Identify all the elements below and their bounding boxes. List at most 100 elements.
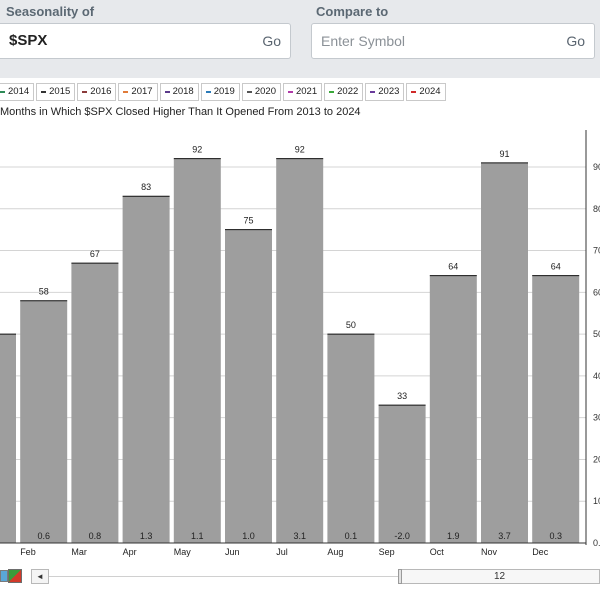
bar-dec[interactable]	[532, 275, 580, 543]
x-tick-label: Oct	[430, 547, 445, 557]
y-tick-label: 80	[593, 204, 600, 214]
y-tick-label: 30	[593, 413, 600, 423]
bar-value-label: 92	[295, 145, 305, 155]
bar-value-label: 64	[448, 262, 458, 272]
legend-item-2014[interactable]: 2014	[0, 83, 35, 101]
bar-value-label: 33	[397, 391, 407, 401]
x-tick-label: Jun	[225, 547, 240, 557]
legend-label: 2022	[337, 86, 359, 97]
legend-item-2019[interactable]: 2019	[200, 83, 240, 101]
legend-item-2018[interactable]: 2018	[159, 83, 199, 101]
x-tick-label: Nov	[481, 547, 498, 557]
bar-value-label: 91	[499, 149, 509, 159]
compare-field[interactable]: Enter Symbol Go	[311, 23, 595, 59]
y-tick-label: 20	[593, 454, 600, 464]
legend-swatch-icon	[82, 91, 88, 93]
bar-jul[interactable]	[276, 158, 324, 543]
legend-swatch-icon	[0, 91, 5, 93]
bar-jun[interactable]	[225, 229, 272, 543]
bar-oct[interactable]	[429, 275, 477, 543]
legend-swatch-icon	[123, 91, 129, 93]
legend-label: 2014	[8, 86, 30, 97]
chart-type-icon[interactable]	[8, 569, 22, 583]
avg-change-label: 1.9	[447, 531, 460, 541]
bar-feb[interactable]	[20, 300, 68, 543]
bar-value-label: 58	[39, 287, 49, 297]
symbol-go-button[interactable]: Go	[262, 33, 281, 49]
scroll-left-button[interactable]: ◄	[31, 569, 49, 584]
legend-swatch-icon	[329, 91, 335, 93]
legend-swatch-icon	[205, 91, 211, 93]
avg-change-label: 0.1	[345, 531, 358, 541]
x-tick-label: May	[174, 547, 192, 557]
scroll-grip-handle[interactable]	[398, 569, 402, 584]
legend-label: 2024	[419, 86, 441, 97]
legend-item-2021[interactable]: 2021	[282, 83, 323, 101]
avg-change-label: 0.6	[37, 531, 50, 541]
legend-label: 2016	[90, 86, 112, 97]
legend-label: 2017	[131, 86, 153, 97]
legend-label: 2015	[49, 86, 71, 97]
x-tick-label: Sep	[379, 547, 395, 557]
legend-item-2017[interactable]: 2017	[118, 83, 158, 101]
bar-jan[interactable]	[0, 334, 16, 543]
bar-nov[interactable]	[481, 162, 528, 544]
legend-item-2022[interactable]: 2022	[324, 83, 364, 101]
avg-change-label: -2.0	[394, 531, 410, 541]
y-tick-label: 10	[593, 496, 600, 506]
scroll-track[interactable]	[49, 576, 399, 577]
legend-label: 2020	[254, 86, 276, 97]
search-form: Seasonality of $SPX Go Compare to Enter …	[0, 0, 600, 78]
bar-value-label: 67	[90, 249, 100, 259]
symbol-input[interactable]: $SPX	[9, 32, 48, 49]
legend-swatch-icon	[246, 91, 252, 93]
legend-label: 2018	[172, 86, 194, 97]
x-tick-label: Dec	[532, 547, 549, 557]
legend-swatch-icon	[411, 91, 417, 93]
legend-item-2024[interactable]: 2024	[406, 83, 446, 101]
legend-item-2023[interactable]: 2023	[365, 83, 405, 101]
avg-change-label: 1.3	[140, 531, 153, 541]
compare-input[interactable]: Enter Symbol	[321, 33, 406, 49]
legend-swatch-icon	[370, 91, 376, 93]
x-tick-label: Mar	[71, 547, 87, 557]
scroll-thumb[interactable]: 12	[399, 569, 600, 584]
legend-swatch-icon	[164, 91, 170, 93]
symbol-field[interactable]: $SPX Go	[0, 23, 291, 59]
avg-change-label: 3.1	[293, 531, 306, 541]
color-swatch-icon[interactable]	[0, 570, 8, 582]
legend-item-2015[interactable]: 2015	[36, 83, 76, 101]
bar-value-label: 92	[192, 145, 202, 155]
bar-mar[interactable]	[71, 263, 119, 543]
bar-value-label: 75	[243, 216, 253, 226]
compare-label: Compare to	[316, 4, 389, 19]
y-tick-label: 40	[593, 371, 600, 381]
bar-sep[interactable]	[378, 405, 426, 543]
bar-may[interactable]	[173, 158, 221, 543]
x-tick-label: Aug	[327, 547, 343, 557]
bar-apr[interactable]	[122, 196, 170, 543]
legend-swatch-icon	[287, 91, 293, 93]
legend-swatch-icon	[41, 91, 47, 93]
seasonality-label: Seasonality of	[6, 4, 95, 19]
y-tick-label: 0.	[593, 538, 600, 548]
avg-change-label: 1.0	[242, 531, 255, 541]
x-tick-label: Jul	[276, 547, 288, 557]
bar-aug[interactable]	[327, 334, 375, 543]
legend-item-2016[interactable]: 2016	[77, 83, 117, 101]
bar-value-label: 50	[346, 320, 356, 330]
avg-change-label: 3.7	[498, 531, 511, 541]
legend-label: 2021	[295, 86, 318, 97]
avg-change-label: 0.3	[549, 531, 562, 541]
x-tick-label: Apr	[123, 547, 137, 557]
legend-item-2020[interactable]: 2020	[241, 83, 281, 101]
range-scroller: ◄ 12	[0, 566, 600, 588]
avg-change-label: 0.8	[89, 531, 102, 541]
bar-value-label: 83	[141, 182, 151, 192]
compare-go-button[interactable]: Go	[566, 33, 585, 49]
y-tick-label: 50	[593, 329, 600, 339]
x-tick-label: Feb	[20, 547, 36, 557]
legend-label: 2023	[378, 86, 400, 97]
y-tick-label: 60	[593, 287, 600, 297]
